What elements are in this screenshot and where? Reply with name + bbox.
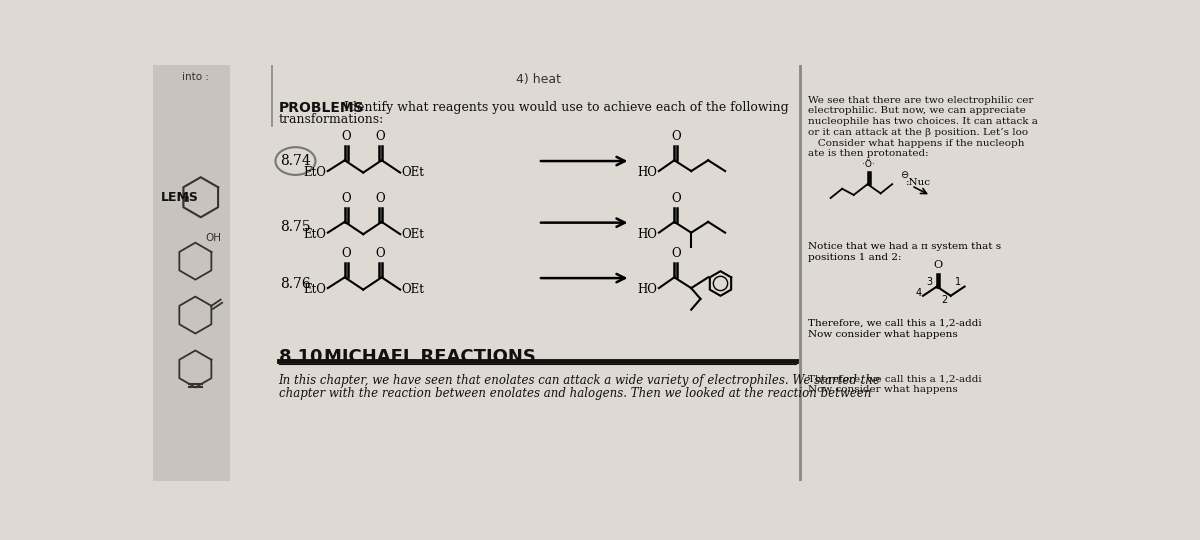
Text: O: O [376,247,385,260]
Text: EtO: EtO [304,283,326,296]
Text: O: O [934,260,942,271]
Text: 2: 2 [942,295,948,306]
Text: HO: HO [637,283,658,296]
Text: EtO: EtO [304,166,326,179]
Text: Now consider what happens: Now consider what happens [808,385,958,394]
Text: O: O [671,192,680,205]
Text: O: O [671,130,680,143]
Text: O: O [376,130,385,143]
Text: nucleophile has two choices. It can attack a: nucleophile has two choices. It can atta… [808,117,1037,126]
Text: Notice that we had a π system that s: Notice that we had a π system that s [808,242,1001,251]
Text: 3: 3 [926,277,932,287]
Text: 8.10: 8.10 [278,348,323,366]
Text: 4) heat: 4) heat [516,72,560,85]
Text: O: O [376,192,385,205]
Text: ⊖: ⊖ [900,170,908,180]
Text: ·Ö·: ·Ö· [862,160,875,168]
Text: OEt: OEt [402,283,425,296]
Text: Identify what reagents you would use to achieve each of the following: Identify what reagents you would use to … [344,101,788,114]
Text: :Nuc: :Nuc [906,178,931,187]
Text: 1: 1 [955,277,961,287]
Text: LEMS: LEMS [161,191,198,204]
Text: 4: 4 [916,288,922,298]
Text: Therefore, we call this a 1,2-addi: Therefore, we call this a 1,2-addi [808,374,982,383]
Text: 8.74: 8.74 [280,154,311,168]
Text: In this chapter, we have seen that enolates can attack a wide variety of electro: In this chapter, we have seen that enola… [278,374,881,387]
Text: electrophilic. But now, we can appreciate: electrophilic. But now, we can appreciat… [808,106,1025,116]
Text: HO: HO [637,166,658,179]
Text: MICHAEL REACTIONS: MICHAEL REACTIONS [324,348,536,366]
Text: O: O [342,130,352,143]
Text: positions 1 and 2:: positions 1 and 2: [808,253,901,262]
Text: EtO: EtO [304,228,326,241]
Text: O: O [342,247,352,260]
Text: Consider what happens if the nucleoph: Consider what happens if the nucleoph [808,139,1024,148]
Text: PROBLEMS: PROBLEMS [278,101,364,115]
Text: 8.76: 8.76 [280,276,311,291]
Text: O: O [671,247,680,260]
Text: OH: OH [205,233,221,243]
Text: O: O [342,192,352,205]
Text: HO: HO [637,228,658,241]
Text: OEt: OEt [402,228,425,241]
Text: OEt: OEt [402,166,425,179]
Text: Therefore, we call this a 1,2-addi: Therefore, we call this a 1,2-addi [808,319,982,328]
Text: into :: into : [182,72,209,83]
Text: Now consider what happens: Now consider what happens [808,330,958,339]
Text: 8.75: 8.75 [280,220,311,234]
Text: chapter with the reaction between enolates and halogens. Then we looked at the r: chapter with the reaction between enolat… [278,387,871,400]
Text: We see that there are two electrophilic cer: We see that there are two electrophilic … [808,96,1033,105]
Text: ate is then protonated:: ate is then protonated: [808,150,928,159]
FancyBboxPatch shape [154,65,230,481]
Text: transformations:: transformations: [278,113,384,126]
Text: or it can attack at the β position. Let’s loo: or it can attack at the β position. Let’… [808,128,1027,137]
